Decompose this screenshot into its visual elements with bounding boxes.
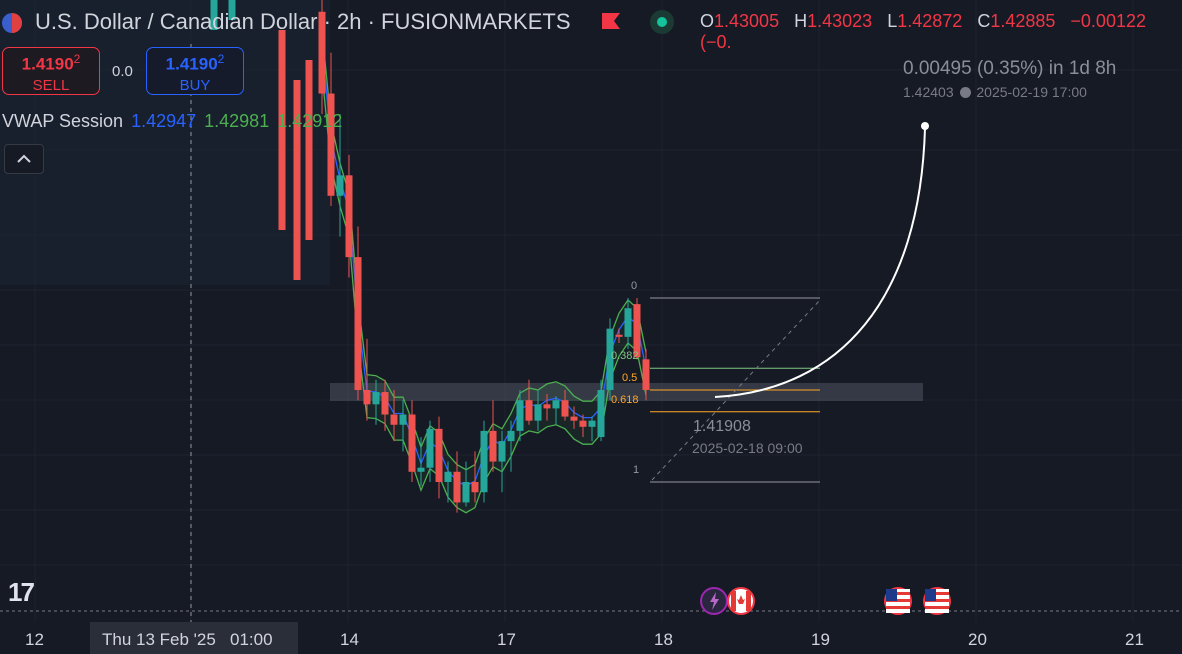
canada-event-icon[interactable] bbox=[727, 587, 755, 615]
candle-body[interactable] bbox=[579, 420, 587, 427]
candle-body[interactable] bbox=[381, 392, 389, 415]
time-axis[interactable]: 12 14 17 18 19 20 21 bbox=[0, 622, 1182, 654]
candle-body[interactable] bbox=[228, 0, 236, 20]
buy-button[interactable]: 1.41902 BUY bbox=[146, 47, 244, 95]
candle-body[interactable] bbox=[615, 334, 623, 337]
flag-icon bbox=[2, 13, 22, 33]
indicator-legend[interactable]: VWAP Session 1.42947 1.42981 1.42912 bbox=[2, 111, 343, 131]
fib-label-0618: 0.618 bbox=[611, 394, 639, 406]
projection-arrow[interactable] bbox=[714, 127, 926, 398]
candle-body[interactable] bbox=[399, 414, 407, 425]
anchor-date-label: 2025-02-18 09:00 bbox=[692, 440, 803, 456]
candle-body[interactable] bbox=[543, 404, 551, 409]
candle-body[interactable] bbox=[417, 467, 425, 472]
candle-body[interactable] bbox=[525, 400, 533, 421]
candle-body[interactable] bbox=[507, 430, 515, 442]
candle-body[interactable] bbox=[444, 471, 452, 482]
candle-body[interactable] bbox=[471, 482, 479, 493]
candle-body[interactable] bbox=[293, 80, 301, 280]
us-event-icon-2[interactable] bbox=[923, 587, 951, 615]
projection-target-label: 1.42403 2025-02-19 17:00 bbox=[903, 84, 1087, 100]
x-tick-label: 20 bbox=[968, 630, 987, 649]
x-tick-label: 21 bbox=[1125, 630, 1144, 649]
candle-body[interactable] bbox=[354, 257, 362, 390]
fib-label-1: 1 bbox=[633, 464, 640, 476]
candle-body[interactable] bbox=[390, 414, 398, 425]
us-event-icon-1[interactable] bbox=[884, 587, 912, 615]
lightning-event-icon[interactable] bbox=[700, 587, 728, 615]
fib-trend-line[interactable] bbox=[651, 299, 821, 481]
market-open-icon bbox=[650, 10, 674, 34]
sell-button[interactable]: 1.41902 SELL bbox=[2, 47, 100, 95]
fib-label-0382: 0.382 bbox=[611, 350, 639, 362]
candle-body[interactable] bbox=[278, 30, 286, 230]
projection-arrow-head bbox=[921, 122, 929, 130]
flag-marker-icon[interactable] bbox=[602, 13, 620, 29]
fib-label-05: 0.5 bbox=[622, 372, 638, 384]
candle-body[interactable] bbox=[462, 482, 470, 503]
candle-body[interactable] bbox=[570, 416, 578, 421]
x-tick-label: 18 bbox=[654, 630, 673, 649]
candle-body[interactable] bbox=[435, 428, 443, 482]
candle-body[interactable] bbox=[408, 414, 416, 472]
candle-body[interactable] bbox=[345, 175, 353, 258]
candle-body[interactable] bbox=[597, 390, 605, 438]
crosshair-time-label: Thu 13 Feb '25 01:00 bbox=[102, 630, 273, 649]
x-tick-label: 17 bbox=[497, 630, 516, 649]
ohlc-values: O1.43005 H1.43023 L1.42872 C1.42885 −0.0… bbox=[700, 11, 1146, 52]
candle-body[interactable] bbox=[336, 175, 344, 196]
candle-body[interactable] bbox=[480, 430, 488, 493]
candle-body[interactable] bbox=[453, 471, 461, 503]
candle-body[interactable] bbox=[489, 430, 497, 462]
x-tick-label: 14 bbox=[340, 630, 359, 649]
candle-body[interactable] bbox=[372, 392, 380, 405]
candle-body[interactable] bbox=[327, 93, 335, 196]
candle-body[interactable] bbox=[426, 428, 434, 468]
candle-body[interactable] bbox=[624, 308, 632, 337]
candle-body[interactable] bbox=[498, 441, 506, 462]
collapse-legend-button[interactable] bbox=[4, 144, 44, 174]
projection-change-label: 0.00495 (0.35%) in 1d 8h bbox=[903, 58, 1117, 79]
candle-body[interactable] bbox=[516, 400, 524, 431]
candle-body[interactable] bbox=[210, 0, 218, 30]
candle-body[interactable] bbox=[642, 359, 650, 390]
zone-rectangle[interactable] bbox=[330, 383, 923, 401]
candle-body[interactable] bbox=[552, 400, 560, 409]
chevron-up-icon bbox=[17, 154, 31, 163]
x-tick-label: 12 bbox=[25, 630, 44, 649]
candle-body[interactable] bbox=[318, 11, 326, 94]
candle-body[interactable] bbox=[305, 60, 313, 240]
candle-body[interactable] bbox=[606, 328, 614, 390]
anchor-price-label: 1.41908 bbox=[693, 418, 751, 435]
tradingview-logo[interactable]: 17 bbox=[8, 577, 35, 607]
candle-body[interactable] bbox=[534, 404, 542, 421]
x-tick-label: 19 bbox=[811, 630, 830, 649]
crosshair-time-box bbox=[90, 622, 298, 654]
candle-body[interactable] bbox=[588, 420, 596, 427]
candle-body[interactable] bbox=[633, 304, 641, 358]
spread-value: 0.0 bbox=[112, 63, 133, 80]
candle-body[interactable] bbox=[363, 390, 371, 405]
fib-label-0: 0 bbox=[631, 280, 638, 292]
candle-body[interactable] bbox=[561, 400, 569, 417]
clock-icon bbox=[959, 87, 971, 98]
symbol-title[interactable]: U.S. Dollar / Canadian Dollar · 2h · FUS… bbox=[35, 9, 571, 34]
